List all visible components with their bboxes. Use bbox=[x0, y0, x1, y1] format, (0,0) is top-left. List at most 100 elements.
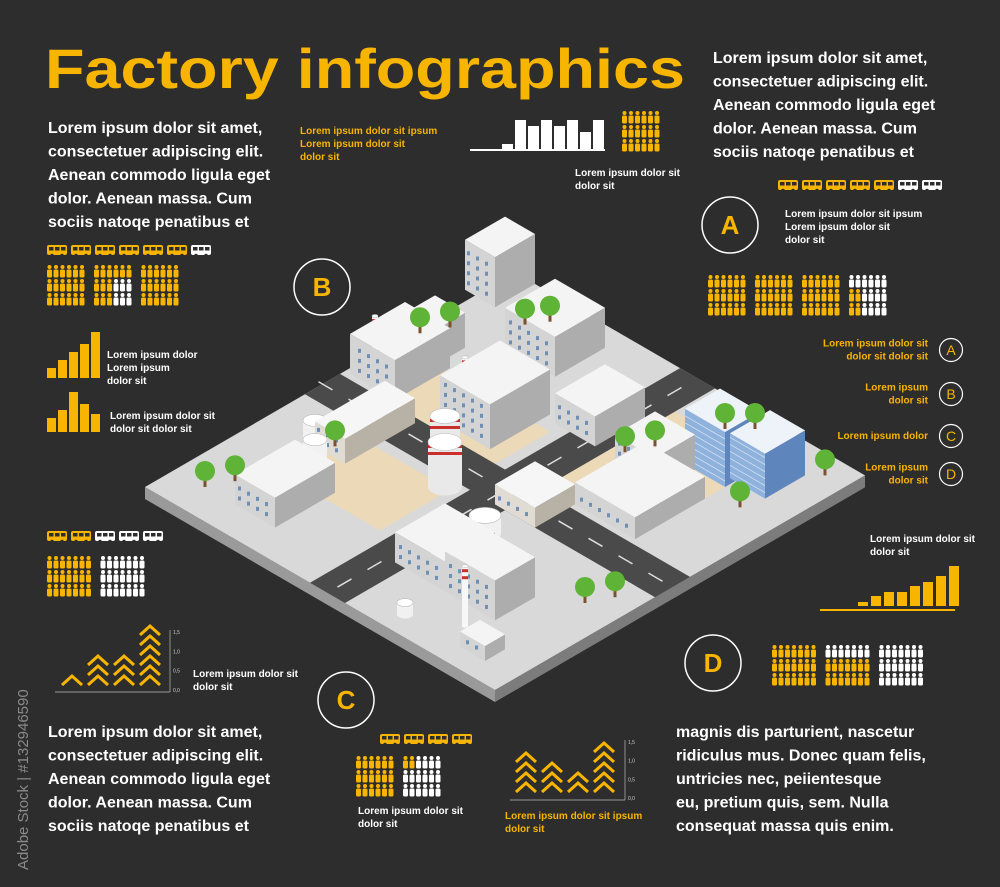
person-icon bbox=[362, 788, 368, 797]
bus-window bbox=[175, 247, 180, 251]
window bbox=[247, 501, 250, 506]
window bbox=[509, 340, 512, 345]
person-icon bbox=[898, 649, 904, 658]
person-icon bbox=[629, 139, 633, 143]
person-icon bbox=[858, 677, 863, 686]
person-icon bbox=[864, 677, 870, 686]
marker-circle bbox=[293, 258, 351, 316]
person-icon bbox=[728, 275, 732, 279]
person-icon bbox=[173, 297, 179, 306]
tree-trunk bbox=[523, 316, 527, 325]
tank-body bbox=[462, 566, 468, 627]
person-icon bbox=[862, 275, 867, 279]
person-icon bbox=[382, 784, 387, 788]
person-icon bbox=[60, 283, 65, 292]
person-icon bbox=[862, 307, 867, 316]
bus-window bbox=[906, 182, 911, 186]
bus-wheel bbox=[170, 253, 174, 258]
person-icon bbox=[101, 556, 105, 560]
bus-window bbox=[79, 533, 84, 537]
person-icon bbox=[416, 774, 421, 783]
person-icon bbox=[822, 275, 826, 279]
person-icon bbox=[423, 756, 427, 760]
person-icon bbox=[886, 673, 890, 677]
tank-top bbox=[429, 408, 461, 424]
window bbox=[449, 584, 452, 589]
person-icon bbox=[416, 760, 421, 769]
person-icon bbox=[94, 279, 99, 283]
tank-base bbox=[462, 624, 468, 628]
person-icon bbox=[147, 283, 153, 292]
bus-window bbox=[193, 247, 198, 251]
person-icon bbox=[429, 784, 434, 788]
bus-wheel bbox=[60, 539, 64, 544]
person-icon bbox=[148, 279, 152, 283]
person-icon bbox=[875, 307, 880, 316]
person-icon bbox=[160, 297, 166, 306]
window-band bbox=[729, 464, 766, 486]
person-icon bbox=[892, 659, 897, 663]
person-icon bbox=[120, 570, 125, 574]
person-icon bbox=[107, 570, 112, 574]
window-band bbox=[729, 450, 766, 472]
bus-wheel bbox=[431, 742, 435, 747]
person-icon bbox=[160, 283, 166, 292]
window bbox=[467, 261, 470, 266]
person-icon bbox=[416, 770, 421, 774]
person-icon bbox=[73, 283, 78, 292]
window bbox=[471, 398, 474, 403]
person-icon bbox=[120, 283, 125, 292]
window bbox=[444, 402, 447, 407]
bus-window bbox=[930, 182, 935, 186]
bus-window bbox=[97, 533, 102, 537]
bus-window bbox=[466, 736, 471, 740]
skyline-bar bbox=[528, 126, 539, 150]
bus-wheel bbox=[156, 253, 160, 258]
person-icon bbox=[740, 279, 746, 288]
person-icon bbox=[107, 584, 112, 588]
person-icon bbox=[879, 649, 884, 658]
bus-window bbox=[412, 736, 417, 740]
skyline-bar bbox=[593, 120, 604, 150]
person-icon bbox=[114, 556, 118, 560]
window bbox=[462, 403, 465, 408]
bus-wheel bbox=[194, 253, 198, 258]
person-icon bbox=[86, 588, 91, 597]
person-icon bbox=[635, 129, 640, 138]
stair-bar bbox=[923, 582, 933, 606]
person-icon bbox=[708, 307, 713, 316]
bus-wheel bbox=[132, 253, 136, 258]
window bbox=[458, 569, 461, 574]
person-icon bbox=[911, 677, 917, 686]
person-icon bbox=[778, 649, 784, 658]
axis-label: 0,5 bbox=[628, 777, 635, 783]
person-icon bbox=[648, 139, 653, 143]
person-icon bbox=[139, 574, 145, 583]
person-icon bbox=[80, 265, 84, 269]
window bbox=[585, 420, 588, 425]
person-icon bbox=[868, 279, 874, 288]
person-icon bbox=[100, 588, 106, 597]
window bbox=[238, 486, 241, 491]
chevron bbox=[138, 663, 162, 677]
window-band bbox=[729, 457, 766, 479]
person-icon bbox=[834, 293, 840, 302]
window bbox=[399, 545, 402, 550]
person-icon bbox=[787, 307, 793, 316]
person-icon bbox=[869, 275, 873, 279]
paragraph-line: eu, pretium quis, sem. Nulla bbox=[676, 795, 889, 812]
person-icon bbox=[858, 645, 863, 649]
window bbox=[408, 560, 411, 565]
person-icon bbox=[772, 663, 777, 672]
caption-line: Lorem ipsum dolor sit bbox=[575, 168, 681, 179]
person-icon bbox=[133, 556, 138, 560]
person-icon bbox=[892, 649, 897, 658]
caption-line: dolor sit bbox=[785, 235, 825, 246]
paragraph-line: sociis natoqe penatibus et bbox=[48, 214, 250, 231]
person-icon bbox=[114, 584, 118, 588]
person-icon bbox=[174, 265, 178, 269]
window bbox=[509, 330, 512, 335]
window bbox=[585, 430, 588, 435]
person-icon bbox=[881, 293, 887, 302]
window bbox=[467, 574, 470, 579]
